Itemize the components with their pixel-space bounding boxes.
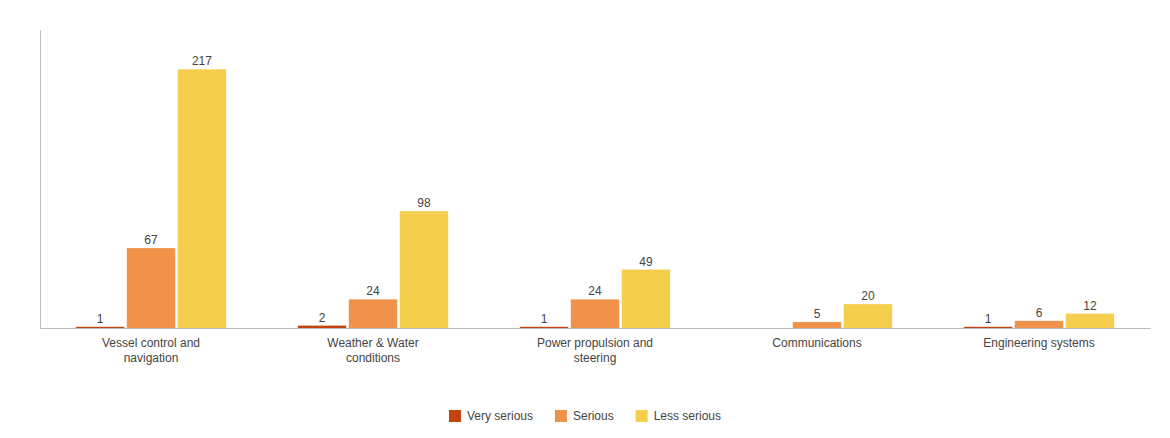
data-label: 12 — [1083, 299, 1097, 313]
legend-swatch — [449, 410, 461, 422]
data-label: 20 — [861, 289, 875, 303]
x-tick: Engineering systems — [983, 336, 1094, 350]
bar — [349, 299, 397, 328]
bar — [1015, 321, 1063, 328]
x-tick-label: Power propulsion andsteering — [537, 336, 653, 366]
y-axis — [40, 31, 41, 329]
data-label: 5 — [814, 307, 821, 321]
data-labels: 12116724245621798492012 — [97, 54, 1097, 325]
bar — [622, 270, 670, 328]
x-tick: Power propulsion andsteering — [537, 336, 653, 366]
chart: 12116724245621798492012Vessel control an… — [0, 0, 1170, 438]
bar — [793, 322, 841, 328]
x-tick: Vessel control andnavigation — [102, 336, 200, 366]
bar — [400, 211, 448, 328]
data-label: 24 — [366, 284, 380, 298]
data-label: 1 — [985, 312, 992, 326]
data-label: 217 — [192, 54, 212, 68]
x-axis-line — [41, 328, 1151, 329]
bar — [520, 327, 568, 328]
bar — [964, 327, 1012, 328]
x-tick-label: Vessel control andnavigation — [102, 336, 200, 366]
bar — [571, 299, 619, 328]
bar — [298, 326, 346, 328]
bar-series — [127, 248, 1063, 328]
x-tick-label-line: Vessel control and — [102, 336, 200, 350]
data-label: 1 — [541, 312, 548, 326]
legend-swatch — [636, 410, 648, 422]
bar — [1066, 314, 1114, 328]
bar — [844, 304, 892, 328]
legend-label: Serious — [573, 409, 614, 423]
bar — [127, 248, 175, 328]
data-label: 98 — [417, 196, 431, 210]
legend-item: Very serious — [449, 409, 533, 423]
data-label: 24 — [588, 284, 602, 298]
bar — [742, 328, 790, 329]
x-tick-label-line: steering — [574, 351, 617, 365]
data-label: 49 — [639, 255, 653, 269]
legend-item: Less serious — [636, 409, 721, 423]
x-axis: Vessel control andnavigation Weather & Wa… — [41, 329, 1151, 366]
data-label: 2 — [319, 311, 326, 325]
y-axis-line — [40, 31, 41, 329]
bars — [76, 69, 1114, 328]
bar-series — [178, 69, 1114, 328]
bar — [178, 69, 226, 328]
data-label: 6 — [1036, 306, 1043, 320]
legend-label: Less serious — [654, 409, 721, 423]
x-tick: Communications — [772, 336, 861, 350]
data-label: 67 — [144, 233, 158, 247]
data-label: 1 — [97, 312, 104, 326]
legend: Very serious Serious Less serious — [449, 409, 721, 423]
x-tick-label-line: Engineering systems — [983, 336, 1094, 350]
x-tick-label-line: Power propulsion and — [537, 336, 653, 350]
x-tick-label-line: navigation — [124, 351, 179, 365]
x-tick-label: Weather & Waterconditions — [327, 336, 418, 366]
legend-swatch — [555, 410, 567, 422]
legend-item: Serious — [555, 409, 614, 423]
x-tick-label-line: conditions — [346, 351, 400, 365]
x-tick-label-line: Weather & Water — [327, 336, 418, 350]
x-tick-label: Engineering systems — [983, 336, 1094, 350]
x-tick: Weather & Waterconditions — [327, 336, 418, 366]
bar — [76, 327, 124, 328]
legend-label: Very serious — [467, 409, 533, 423]
x-tick-label-line: Communications — [772, 336, 861, 350]
x-tick-label: Communications — [772, 336, 861, 350]
